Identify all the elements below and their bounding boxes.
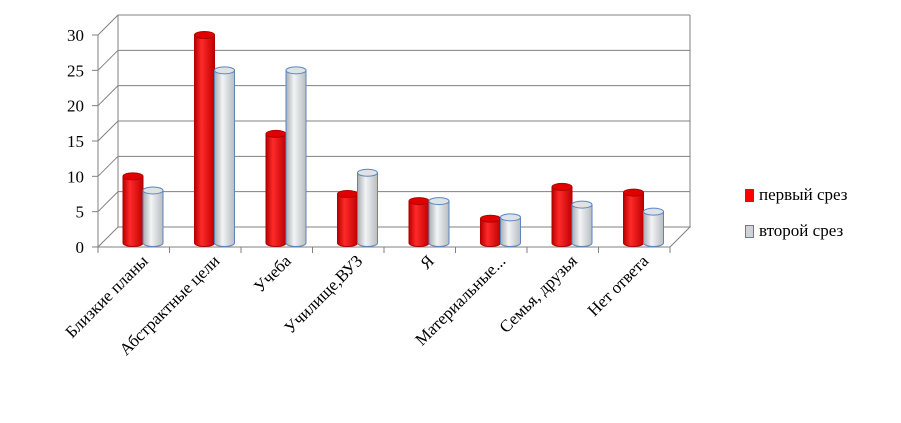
bar-series-1 bbox=[480, 214, 501, 247]
bar-series-1-body bbox=[122, 175, 144, 247]
gridline bbox=[97, 155, 690, 177]
bar-series-2 bbox=[500, 213, 521, 247]
bar-series-2 bbox=[285, 66, 307, 247]
bar-series-2-body bbox=[571, 204, 593, 247]
plot-area-frame bbox=[96, 15, 692, 248]
bar-series-2-top bbox=[500, 213, 521, 222]
bar-series-2-top bbox=[214, 66, 235, 75]
legend: первый срез второй срез bbox=[745, 183, 847, 255]
floor bbox=[96, 226, 692, 248]
bar-series-2 bbox=[428, 197, 450, 247]
bar-series-2 bbox=[214, 66, 235, 247]
bar-series-1-body bbox=[408, 200, 430, 247]
gridline bbox=[97, 120, 690, 142]
y-axis-ticks: 0 5 10 15 20 25 30 bbox=[67, 26, 671, 257]
bar-series-1-body bbox=[551, 186, 573, 247]
bar-series-1-top bbox=[194, 31, 215, 39]
bar-series-2 bbox=[142, 186, 164, 247]
bar-series-1 bbox=[408, 197, 430, 247]
bar-series-1-top bbox=[480, 214, 501, 223]
bar-series-1-top bbox=[337, 190, 358, 198]
bar-series-2-top bbox=[643, 207, 664, 216]
bar-series-1-top bbox=[623, 188, 644, 197]
y-tick-label: 30 bbox=[67, 26, 84, 45]
bar-series-2-body bbox=[500, 216, 521, 247]
gridlines bbox=[97, 14, 690, 213]
bar-series-1-body bbox=[194, 34, 215, 247]
x-category-label: Учеба bbox=[250, 251, 295, 296]
x-category-label: Нет ответа bbox=[584, 251, 653, 320]
gridline bbox=[97, 191, 690, 213]
legend-item-series-1: первый срез bbox=[745, 183, 847, 207]
bar-series-2-top bbox=[357, 168, 378, 177]
y-tick-label: 15 bbox=[67, 132, 84, 151]
bar-series-1-top bbox=[265, 129, 287, 138]
bar-series-1 bbox=[551, 182, 573, 247]
legend-label-series-1: первый срез bbox=[759, 185, 848, 204]
bar-series-1-top bbox=[408, 197, 430, 206]
gridline bbox=[97, 14, 690, 36]
y-tick-label: 10 bbox=[67, 167, 84, 186]
bar-series-2-body bbox=[285, 69, 307, 247]
bar-series-2-body bbox=[643, 211, 664, 247]
bar-series-2-top bbox=[142, 186, 164, 195]
legend-swatch-series-2 bbox=[745, 224, 754, 238]
bar-series-1 bbox=[122, 172, 144, 247]
bar-series-1 bbox=[623, 188, 644, 247]
legend-swatch-series-1 bbox=[745, 188, 754, 202]
bar-series-1 bbox=[337, 190, 358, 247]
bar-series-1-body bbox=[337, 193, 358, 247]
bar-series-2 bbox=[643, 207, 664, 247]
bar-series-1-body bbox=[623, 192, 644, 247]
bar-series-2-top bbox=[571, 200, 593, 209]
bar-series-1-top bbox=[122, 172, 144, 181]
y-tick-label: 20 bbox=[67, 97, 84, 116]
bars bbox=[122, 31, 664, 247]
legend-item-series-2: второй срез bbox=[745, 219, 847, 243]
bar-series-1 bbox=[194, 31, 215, 247]
bar-series-1-body bbox=[265, 133, 287, 247]
bar-series-1-top bbox=[551, 182, 573, 191]
bar-series-1-body bbox=[480, 218, 501, 247]
bar-series-2-body bbox=[357, 172, 378, 247]
y-tick-label: 5 bbox=[76, 203, 85, 222]
bar-series-1 bbox=[265, 129, 287, 247]
x-category-label: Я bbox=[416, 251, 437, 272]
bar-series-2-top bbox=[428, 197, 450, 206]
bar-series-2-body bbox=[428, 200, 450, 247]
y-tick-label: 0 bbox=[76, 238, 85, 257]
y-tick-label: 25 bbox=[67, 61, 84, 80]
gridline bbox=[97, 49, 690, 71]
bar-series-2 bbox=[357, 168, 378, 247]
bar-series-2-top bbox=[285, 66, 307, 75]
bar-series-2-body bbox=[142, 189, 164, 247]
gridline bbox=[97, 85, 690, 107]
bar-series-2-body bbox=[214, 69, 235, 247]
bar-series-2 bbox=[571, 200, 593, 247]
legend-label-series-2: второй срез bbox=[759, 221, 844, 240]
